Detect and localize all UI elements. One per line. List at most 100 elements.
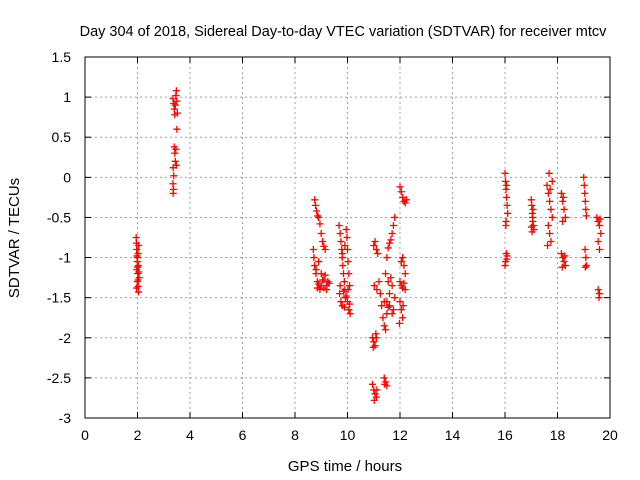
data-point (593, 213, 601, 221)
data-point (370, 242, 378, 250)
data-point (132, 284, 140, 292)
data-point (336, 229, 344, 237)
data-point (503, 193, 511, 201)
data-point (320, 276, 328, 284)
data-point (344, 286, 352, 294)
data-point (560, 205, 568, 213)
data-point (371, 390, 379, 398)
data-point (596, 215, 604, 223)
data-point (378, 302, 386, 310)
data-point (381, 380, 389, 388)
data-point (337, 298, 345, 306)
data-point (400, 279, 408, 287)
data-point (345, 270, 353, 278)
x-tick-label: 4 (186, 427, 194, 443)
data-point (502, 217, 510, 225)
data-point (581, 263, 589, 271)
y-tick-label: -0.5 (47, 209, 71, 225)
data-point (382, 326, 390, 334)
data-point (397, 306, 405, 314)
data-point (595, 294, 603, 302)
data-point (395, 319, 403, 327)
data-point (341, 294, 349, 302)
y-tick-label: 0.5 (52, 129, 72, 145)
data-point (375, 278, 383, 286)
data-point (384, 303, 392, 311)
data-point (340, 303, 348, 311)
data-point (597, 229, 605, 237)
data-point (594, 286, 602, 294)
data-point (324, 278, 332, 286)
data-point (544, 189, 552, 197)
data-point (545, 169, 553, 177)
data-point (504, 209, 512, 217)
data-point (323, 286, 330, 294)
data-point (502, 177, 510, 185)
data-point (311, 201, 319, 209)
data-point (560, 258, 568, 266)
data-point (315, 258, 323, 266)
data-point (372, 330, 380, 338)
x-tick-label: 6 (239, 427, 247, 443)
data-point (134, 270, 142, 278)
data-point (311, 262, 319, 270)
data-point (319, 238, 327, 246)
data-point (503, 201, 511, 209)
data-point (380, 322, 388, 330)
y-tick-label: 1.5 (52, 49, 72, 65)
data-point (373, 286, 381, 294)
data-point (528, 201, 536, 209)
data-point (557, 189, 565, 197)
data-point (547, 205, 555, 213)
data-point (544, 242, 552, 250)
data-point (386, 290, 393, 298)
data-point (391, 213, 399, 221)
data-point (396, 298, 404, 306)
data-point (397, 258, 405, 266)
data-point (373, 386, 381, 394)
data-point (309, 246, 317, 254)
data-point (580, 181, 588, 189)
data-point (558, 263, 566, 271)
data-point (342, 225, 350, 233)
data-point (345, 306, 353, 314)
data-point (501, 169, 509, 177)
data-point (316, 286, 324, 294)
data-point (384, 244, 392, 252)
y-axis: -3 -2.5 -2 -1.5 -1 -0.5 0 0.5 1 1.5 (47, 49, 610, 426)
data-point (316, 220, 324, 228)
data-point (581, 197, 589, 205)
data-point (135, 242, 143, 250)
x-tick-label: 10 (340, 427, 356, 443)
data-point (594, 238, 602, 246)
data-point (336, 290, 344, 298)
data-point (503, 252, 511, 260)
y-tick-label: 1 (63, 89, 71, 105)
data-point (548, 213, 556, 221)
data-point (384, 278, 392, 286)
data-point (339, 262, 347, 270)
data-point (135, 288, 143, 296)
data-point (173, 125, 181, 133)
data-point (321, 271, 329, 279)
data-point (346, 310, 354, 318)
data-point (561, 252, 569, 260)
data-point (543, 181, 551, 189)
data-point (389, 221, 397, 229)
data-point (312, 266, 320, 274)
x-axis: 0 2 4 6 8 10 12 14 16 18 20 (81, 57, 618, 443)
data-point (340, 287, 348, 295)
data-point (389, 306, 397, 314)
data-point (172, 161, 180, 169)
data-point (581, 189, 589, 197)
data-point (561, 262, 569, 270)
data-point (317, 229, 325, 237)
data-point (171, 101, 179, 109)
data-point (399, 314, 407, 322)
data-point (386, 302, 393, 310)
data-point (544, 221, 552, 229)
x-tick-label: 14 (445, 427, 461, 443)
data-point (310, 254, 318, 262)
data-point (170, 172, 178, 180)
data-point (582, 254, 590, 262)
